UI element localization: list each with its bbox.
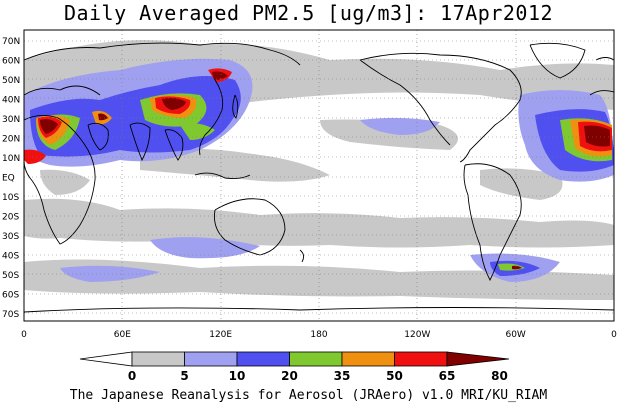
colorbar-label: 80	[491, 369, 508, 383]
colorbar-bin	[79, 351, 133, 367]
colorbar-label: 20	[281, 369, 298, 383]
longitude-label: 60E	[114, 330, 131, 340]
graticule	[24, 30, 614, 321]
longitude-label: 120W	[404, 330, 430, 340]
colorbar-label: 50	[386, 369, 403, 383]
colorbar-label: 5	[180, 369, 188, 383]
colorbar-bin	[236, 351, 290, 367]
latitude-label: 30N	[2, 115, 20, 125]
colorbar-bin	[446, 351, 510, 367]
latitude-label: 60N	[2, 57, 20, 67]
longitude-label: 120E	[209, 330, 232, 340]
colorbar-bin	[184, 351, 238, 367]
colorbar-bin	[341, 351, 395, 367]
latitude-label: 10N	[2, 154, 20, 164]
colorbar-bin	[394, 351, 448, 367]
latitude-label: 30S	[2, 232, 19, 242]
colorbar-bin	[131, 351, 185, 367]
latitude-label: 60S	[2, 291, 19, 301]
colorbar-bin	[289, 351, 343, 367]
longitude-labels: 0 60E 120E 180 120W 60W 0	[21, 330, 617, 340]
map-title: Daily Averaged PM2.5 [ug/m3]: 17Apr2012	[63, 1, 554, 25]
colorbar-label: 10	[229, 369, 246, 383]
latitude-label: 50S	[2, 271, 19, 281]
latitude-label: 40N	[2, 96, 20, 106]
colorbar-label: 65	[439, 369, 456, 383]
map-frame	[23, 29, 615, 322]
longitude-label: 60W	[505, 330, 525, 340]
credit-line: The Japanese Reanalysis for Aerosol (JRA…	[69, 388, 548, 403]
latitude-label: 20N	[2, 135, 20, 145]
longitude-label: 0	[21, 330, 27, 340]
longitude-label: 180	[310, 330, 327, 340]
latitude-label: 70S	[2, 310, 19, 320]
colorbar-label: 0	[128, 369, 136, 383]
latitude-label: 20S	[2, 213, 19, 223]
latitude-label: EQ	[2, 174, 15, 184]
latitude-label: 70N	[2, 37, 20, 47]
latitude-label: 50N	[2, 76, 20, 86]
colorbar-label: 35	[334, 369, 351, 383]
latitude-labels: 70N 60N 50N 40N 30N 20N 10N EQ 10S 20S 30S 40S 50S 60…	[2, 37, 20, 320]
longitude-label: 0	[611, 330, 617, 340]
colorbar: 0 5 10 20 35 50 65 80	[79, 351, 510, 383]
latitude-label: 10S	[2, 193, 19, 203]
latitude-label: 40S	[2, 252, 19, 262]
